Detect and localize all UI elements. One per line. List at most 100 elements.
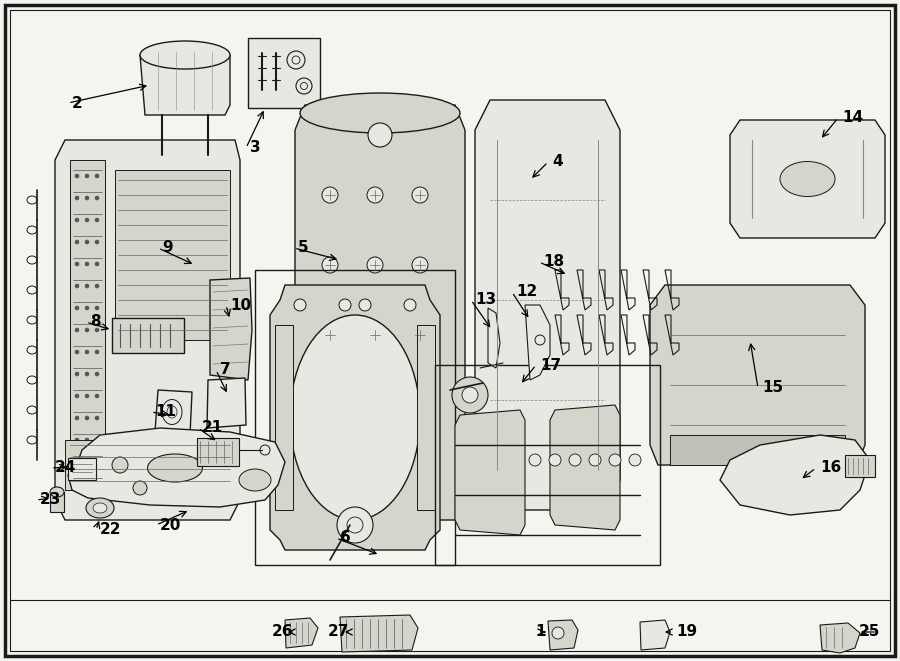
- Circle shape: [95, 394, 99, 398]
- Ellipse shape: [300, 93, 460, 133]
- Circle shape: [75, 460, 79, 464]
- Polygon shape: [550, 405, 620, 530]
- Circle shape: [412, 257, 428, 273]
- Polygon shape: [670, 435, 845, 465]
- Polygon shape: [525, 305, 550, 380]
- Text: 2: 2: [72, 95, 83, 110]
- Circle shape: [452, 377, 488, 413]
- Circle shape: [95, 328, 99, 332]
- Text: 13: 13: [475, 293, 496, 307]
- Text: 17: 17: [540, 358, 561, 373]
- Text: 1: 1: [535, 625, 545, 639]
- Circle shape: [629, 454, 641, 466]
- Circle shape: [347, 517, 363, 533]
- Circle shape: [549, 454, 561, 466]
- Circle shape: [85, 482, 89, 486]
- Bar: [275, 325, 293, 510]
- Polygon shape: [548, 620, 578, 650]
- Bar: [417, 325, 435, 510]
- Circle shape: [95, 240, 99, 244]
- Text: 7: 7: [220, 362, 230, 377]
- Polygon shape: [155, 390, 192, 435]
- Circle shape: [339, 299, 351, 311]
- Text: 5: 5: [298, 241, 309, 256]
- Circle shape: [95, 306, 99, 310]
- Text: 25: 25: [859, 625, 880, 639]
- Polygon shape: [295, 105, 465, 520]
- Circle shape: [529, 454, 541, 466]
- Polygon shape: [55, 140, 240, 520]
- Circle shape: [85, 306, 89, 310]
- Circle shape: [85, 460, 89, 464]
- Circle shape: [85, 240, 89, 244]
- Ellipse shape: [780, 161, 835, 196]
- Polygon shape: [720, 435, 870, 515]
- Circle shape: [95, 438, 99, 442]
- Bar: [435, 365, 660, 565]
- Circle shape: [95, 416, 99, 420]
- Text: 11: 11: [155, 405, 176, 420]
- Text: 19: 19: [676, 625, 698, 639]
- Circle shape: [75, 306, 79, 310]
- Circle shape: [85, 350, 89, 354]
- Circle shape: [85, 262, 89, 266]
- Ellipse shape: [93, 503, 107, 513]
- Circle shape: [322, 187, 338, 203]
- Polygon shape: [207, 378, 246, 428]
- Bar: [845, 455, 875, 477]
- Circle shape: [75, 394, 79, 398]
- Circle shape: [292, 56, 300, 64]
- Circle shape: [85, 218, 89, 222]
- Bar: [248, 38, 320, 108]
- Circle shape: [75, 416, 79, 420]
- Circle shape: [410, 395, 430, 415]
- Circle shape: [462, 387, 478, 403]
- Text: 15: 15: [762, 381, 783, 395]
- Circle shape: [367, 327, 383, 343]
- Polygon shape: [730, 120, 885, 238]
- Circle shape: [85, 284, 89, 288]
- Circle shape: [95, 196, 99, 200]
- Circle shape: [75, 174, 79, 178]
- Circle shape: [330, 395, 350, 415]
- Circle shape: [85, 394, 89, 398]
- Text: 6: 6: [340, 531, 351, 545]
- Polygon shape: [68, 428, 285, 507]
- Text: 9: 9: [162, 241, 173, 256]
- Circle shape: [368, 123, 392, 147]
- Polygon shape: [640, 620, 670, 650]
- Text: 27: 27: [328, 625, 349, 639]
- Bar: [68, 458, 96, 480]
- Circle shape: [75, 196, 79, 200]
- Circle shape: [412, 187, 428, 203]
- Circle shape: [75, 240, 79, 244]
- Circle shape: [609, 454, 621, 466]
- Circle shape: [412, 327, 428, 343]
- Polygon shape: [270, 285, 440, 550]
- Circle shape: [75, 284, 79, 288]
- Circle shape: [552, 627, 564, 639]
- Text: 26: 26: [272, 625, 293, 639]
- Circle shape: [112, 457, 128, 473]
- Polygon shape: [335, 520, 425, 545]
- Polygon shape: [115, 170, 230, 340]
- Text: 14: 14: [842, 110, 863, 126]
- Circle shape: [569, 454, 581, 466]
- Circle shape: [370, 395, 390, 415]
- Ellipse shape: [140, 41, 230, 69]
- Polygon shape: [70, 160, 105, 490]
- Text: 18: 18: [543, 254, 564, 270]
- Text: 20: 20: [160, 518, 182, 533]
- Circle shape: [95, 460, 99, 464]
- Ellipse shape: [86, 498, 114, 518]
- Circle shape: [85, 174, 89, 178]
- Text: 24: 24: [55, 461, 76, 475]
- Text: 3: 3: [250, 141, 261, 155]
- Circle shape: [287, 51, 305, 69]
- Circle shape: [75, 372, 79, 376]
- Circle shape: [75, 438, 79, 442]
- Bar: [112, 318, 184, 353]
- Circle shape: [589, 454, 601, 466]
- Circle shape: [359, 299, 371, 311]
- Ellipse shape: [239, 469, 271, 491]
